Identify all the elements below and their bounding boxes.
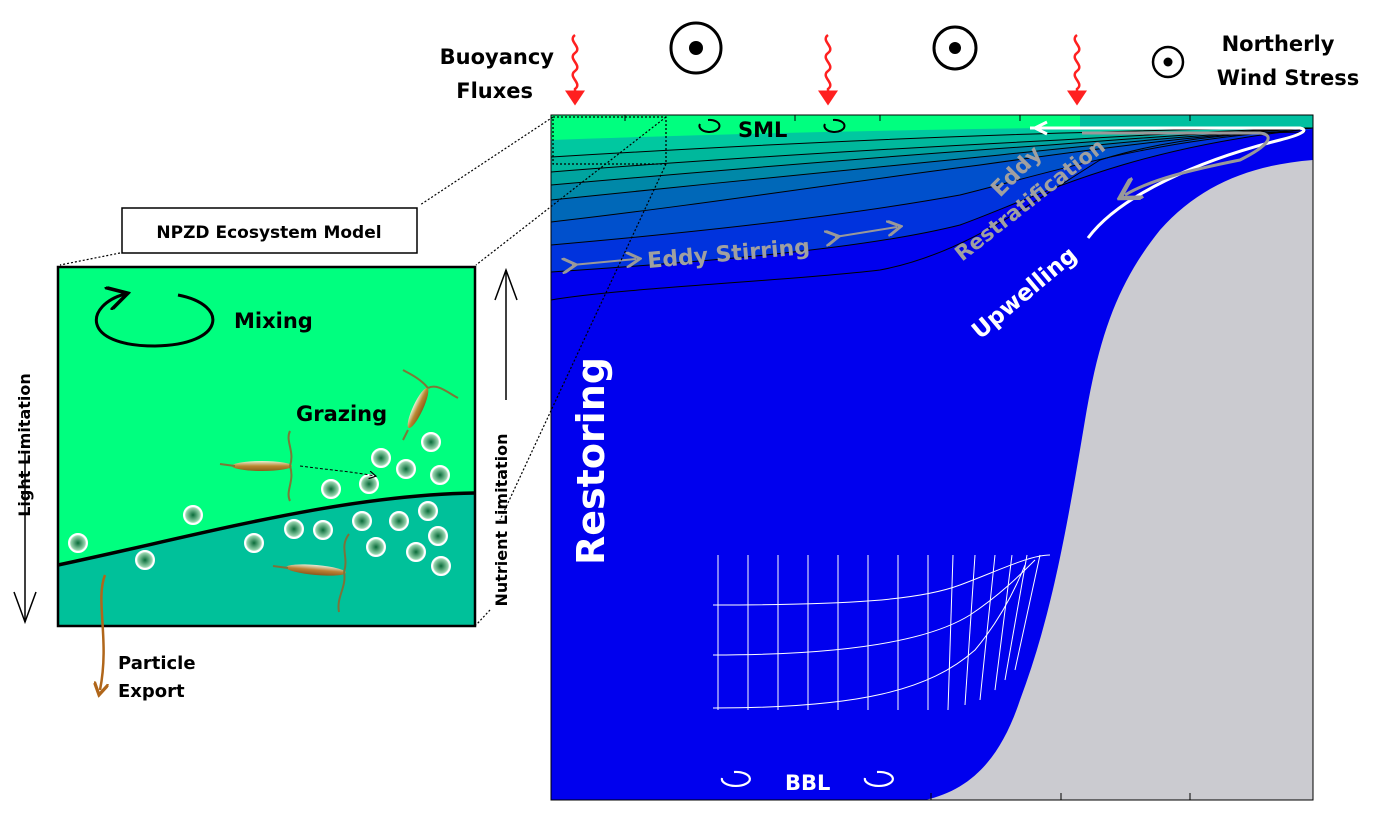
sml-eddies	[698, 118, 846, 133]
inset-title-box	[121, 207, 418, 254]
light-limitation-label: Light Limitation	[15, 373, 34, 517]
restratification-arrow	[1082, 131, 1270, 195]
main-frame	[550, 114, 1314, 801]
zoom-region	[552, 116, 667, 165]
particle-export-arrow	[100, 574, 105, 690]
nutrient-limitation-label: Nutrient Limitation	[492, 433, 511, 606]
heat-flux-arrow-icon	[1067, 34, 1087, 106]
inset-title: NPZD Ecosystem Model	[156, 223, 381, 243]
ocean-cross-section: Eddy Stirring Eddy Restratification Upwe…	[551, 115, 1313, 800]
zoom-connectors	[59, 116, 667, 626]
buoyancy-label-1: Buoyancy	[440, 45, 555, 69]
nutricline	[57, 491, 476, 567]
restoring-label: Restoring	[569, 357, 613, 565]
continental-slope	[925, 160, 1313, 800]
mixing-icon	[94, 294, 215, 348]
mixing-label: Mixing	[234, 309, 313, 333]
bbl-eddies	[720, 770, 894, 788]
grazing-label: Grazing	[296, 402, 387, 426]
phytoplankton-icons	[68, 432, 451, 576]
buoyancy-label-2: Fluxes	[456, 79, 533, 103]
upwelling-arrow	[1030, 126, 1306, 239]
axis-ticks	[624, 115, 1191, 800]
particle-label-2: Export	[118, 681, 185, 702]
zooplankton-icons	[219, 369, 459, 613]
bbl-label: BBL	[785, 771, 830, 795]
heat-flux-arrow-icon	[818, 34, 838, 106]
particle-label-1: Particle	[118, 653, 196, 674]
wind-label-1: Northerly	[1222, 32, 1335, 56]
model-grid	[712, 554, 1051, 711]
heat-flux-arrow-icon	[565, 34, 585, 106]
wind-label-2: Wind Stress	[1217, 66, 1359, 90]
wind-out-of-page-icons	[669, 21, 1185, 79]
nutrient-rich-layer	[58, 493, 475, 626]
nutrient-limitation-arrow-icon	[494, 267, 518, 400]
light-limitation-arrow-icon	[13, 453, 37, 625]
eddy-stirring-arrows	[572, 227, 897, 265]
npzd-inset: Mixing Grazing	[56, 265, 477, 628]
sml-label: SML	[738, 118, 787, 142]
grazing-arrow	[299, 465, 375, 476]
buoyancy-flux-arrows	[565, 34, 1087, 106]
